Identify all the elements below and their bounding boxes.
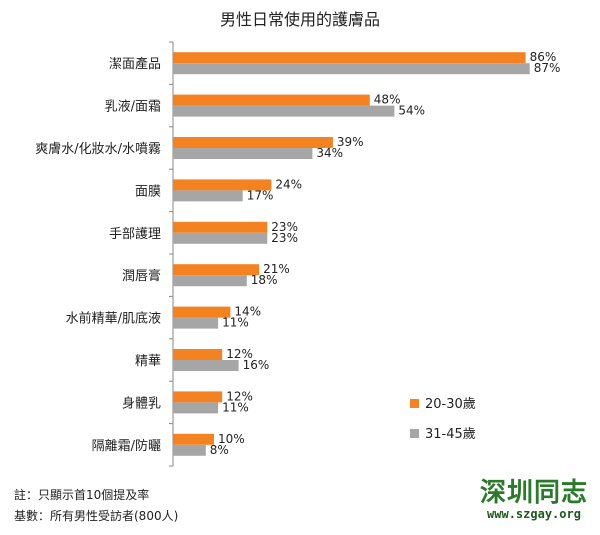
category-label: 精華 — [135, 354, 161, 369]
data-label: 17% — [247, 188, 274, 202]
watermark-url: www.szgay.org — [487, 507, 581, 521]
bar-31-45 — [173, 148, 313, 159]
data-label: 24% — [275, 177, 302, 191]
legend-label-31-45: 31-45歲 — [425, 427, 476, 442]
bar-31-45 — [173, 232, 268, 244]
category-label: 身體乳 — [122, 395, 161, 411]
bar-31-45 — [173, 402, 219, 414]
category-label: 面膜 — [135, 184, 161, 199]
category-label: 爽膚水/化妝水/水噴霧 — [35, 141, 161, 157]
bar-31-45 — [173, 317, 219, 329]
watermark-logo: 深圳同志 www.szgay.org — [480, 479, 588, 521]
category-label: 乳液/面霜 — [105, 100, 161, 115]
bar-20-30 — [173, 52, 526, 64]
data-label: 34% — [316, 146, 343, 160]
data-label: 8% — [210, 443, 229, 457]
data-label: 11% — [222, 316, 249, 330]
bar-20-30 — [173, 94, 370, 106]
data-label: 48% — [374, 93, 401, 107]
data-label: 23% — [271, 231, 298, 245]
legend-label-20-30: 20-30歲 — [425, 397, 476, 412]
data-label: 12% — [226, 389, 253, 403]
category-label: 隔離霜/防曬 — [92, 438, 161, 454]
bar-20-30 — [173, 391, 223, 403]
bar-20-30 — [173, 179, 272, 191]
data-label: 39% — [337, 135, 364, 149]
bar-20-30 — [173, 433, 214, 445]
category-label: 潤唇膏 — [122, 268, 161, 284]
data-label: 12% — [226, 347, 253, 361]
bar-31-45 — [173, 360, 239, 371]
legend: 20-30歲 31-45歲 — [410, 397, 476, 442]
data-label: 87% — [534, 61, 561, 75]
category-label: 潔面產品 — [109, 56, 161, 72]
bar-31-45 — [173, 190, 243, 202]
data-label: 23% — [271, 220, 298, 234]
data-label: 86% — [530, 50, 557, 64]
legend-swatch-31-45 — [410, 429, 419, 438]
data-label: 10% — [218, 432, 245, 446]
bar-31-45 — [173, 444, 206, 456]
data-label: 18% — [251, 273, 278, 287]
bar-20-30 — [173, 349, 223, 360]
bar-20-30 — [173, 221, 268, 233]
bar-20-30 — [173, 137, 333, 148]
bar-31-45 — [173, 105, 395, 117]
legend-swatch-20-30 — [410, 399, 419, 408]
data-label: 14% — [234, 305, 261, 319]
chart-title: 男性日常使用的護膚品 — [220, 10, 380, 29]
category-label: 手部護理 — [109, 226, 161, 242]
bars-layer: 潔面產品 86%87% 乳液/面霜 48%54% 爽膚水/化妝水/水噴霧 39%34% 面膜… — [35, 41, 561, 467]
data-label: 11% — [222, 400, 249, 414]
footnote-base: 基數：所有男性受訪者(800人) — [14, 509, 179, 523]
bar-31-45 — [173, 275, 247, 287]
bar-20-30 — [173, 264, 260, 276]
bar-20-30 — [173, 306, 231, 318]
data-label: 21% — [263, 262, 290, 276]
data-label: 16% — [243, 358, 270, 372]
category-label: 水前精華/肌底液 — [66, 311, 161, 327]
footnote-note: 註：只顯示首10個提及率 — [14, 488, 150, 502]
data-label: 54% — [398, 104, 425, 118]
watermark-text: 深圳同志 — [479, 478, 588, 508]
bar-31-45 — [173, 63, 530, 75]
